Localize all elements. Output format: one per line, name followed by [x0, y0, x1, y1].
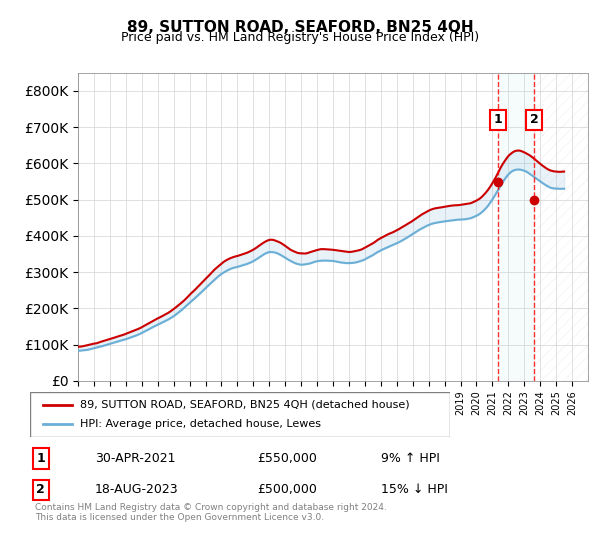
Text: 2: 2 [530, 114, 539, 127]
Text: 30-APR-2021: 30-APR-2021 [95, 452, 175, 465]
Bar [497, 73, 534, 381]
Text: HPI: Average price, detached house, Lewes: HPI: Average price, detached house, Lewe… [80, 419, 322, 430]
Text: 15% ↓ HPI: 15% ↓ HPI [381, 483, 448, 497]
Text: £500,000: £500,000 [257, 483, 317, 497]
Bar [534, 73, 588, 381]
Text: 18-AUG-2023: 18-AUG-2023 [95, 483, 178, 497]
Text: 9% ↑ HPI: 9% ↑ HPI [381, 452, 440, 465]
FancyBboxPatch shape [30, 392, 450, 437]
Text: 89, SUTTON ROAD, SEAFORD, BN25 4QH: 89, SUTTON ROAD, SEAFORD, BN25 4QH [127, 20, 473, 35]
Text: 89, SUTTON ROAD, SEAFORD, BN25 4QH (detached house): 89, SUTTON ROAD, SEAFORD, BN25 4QH (deta… [80, 399, 410, 409]
Text: £550,000: £550,000 [257, 452, 317, 465]
Text: 2: 2 [37, 483, 45, 497]
Text: 1: 1 [493, 114, 502, 127]
Text: Price paid vs. HM Land Registry's House Price Index (HPI): Price paid vs. HM Land Registry's House … [121, 31, 479, 44]
Text: Contains HM Land Registry data © Crown copyright and database right 2024.
This d: Contains HM Land Registry data © Crown c… [35, 503, 387, 522]
Text: 1: 1 [37, 452, 45, 465]
